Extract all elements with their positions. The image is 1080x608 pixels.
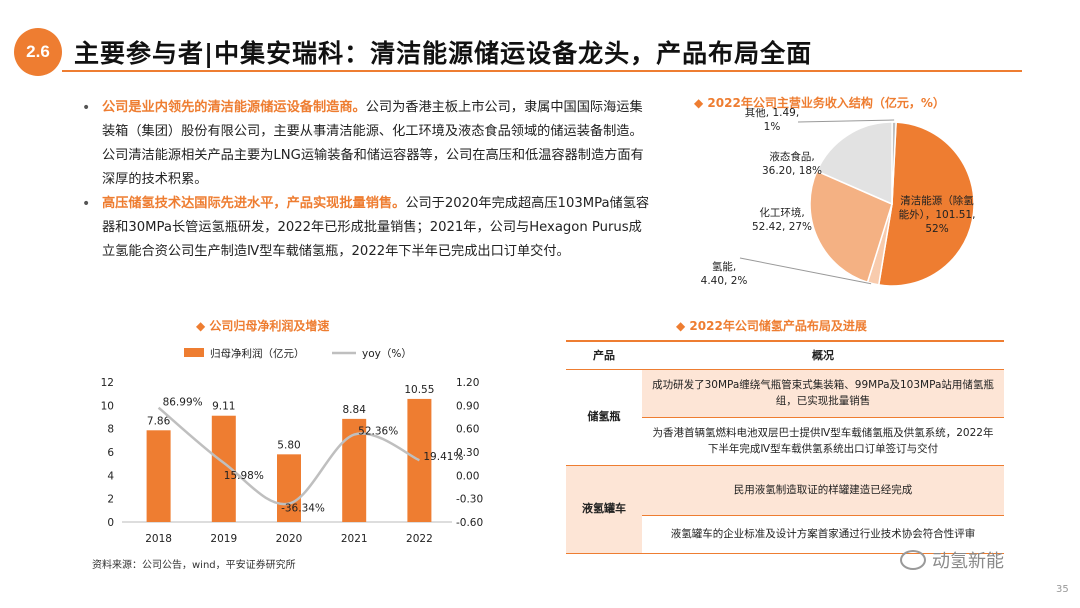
bar-chart-title: ◆ 公司归母净利润及增速 — [196, 317, 329, 334]
legend-label: 归母净利润（亿元） — [210, 347, 305, 360]
x-tick-label: 2018 — [145, 533, 172, 545]
pie-slice — [809, 170, 893, 284]
profit-bar-line-chart: 归母净利润（亿元） yoy（%） 0 2 4 6 8 10 12 -0.60 -0.30 0.00 0.… — [92, 340, 492, 550]
x-tick-label: 2019 — [210, 533, 237, 545]
wechat-logo-icon — [900, 550, 926, 570]
table-row: 液氢罐车 民用液氢制造取证的样罐建造已经完成 — [566, 465, 1004, 554]
bar-data-label: 7.86 — [147, 415, 171, 427]
table-row: 为香港首辆氢燃料电池双层巴士提供Ⅳ型车载储氢瓶及供氢系统，2022年下半年完成Ⅳ… — [566, 417, 1004, 466]
revenue-pie-chart: 清洁能源（除氢 能外），101.51, 52% 氢能, 4.40, 2% 化工环境, 52.… — [700, 106, 1040, 308]
pie-data-label: 氢能, — [712, 260, 736, 273]
bullet-text: 公司为香港主板上市公司，隶属中国国际海运集装箱（集团）股份有限公司，主要从事清洁… — [102, 100, 644, 187]
pie-data-label: 52% — [925, 223, 948, 235]
y-left-tick-label: 6 — [107, 447, 114, 459]
bullet-item: • 公司是业内领先的清洁能源储运设备制造商。公司为香港主板上市公司，隶属中国国际… — [82, 96, 652, 192]
pie-leader-line — [797, 119, 895, 123]
table-header-overview: 概况 — [642, 340, 1004, 370]
legend-label: yoy（%） — [362, 348, 412, 360]
pie-data-label: 4.40, 2% — [701, 275, 748, 287]
bullet-dot-icon: • — [82, 196, 91, 212]
y-left-tick-label: 8 — [107, 424, 114, 436]
source-note: 资料来源：公司公告，wind，平安证券研究所 — [92, 560, 296, 571]
y-right-tick-label: 1.20 — [456, 377, 479, 389]
table-title-text: 2022年公司储氢产品布局及进展 — [689, 319, 867, 333]
table-desc-cell: 为香港首辆氢燃料电池双层巴士提供Ⅳ型车载储氢瓶及供氢系统，2022年下半年完成Ⅳ… — [642, 417, 1004, 466]
bar — [342, 418, 367, 522]
table-desc-cell: 民用液氢制造取证的样罐建造已经完成 — [642, 465, 1004, 516]
bar-chart-svg: 归母净利润（亿元） yoy（%） 0 2 4 6 8 10 12 -0.60 -0.30 0.00 0.… — [101, 347, 484, 545]
bar — [277, 454, 301, 522]
pie-data-label: 液态食品, — [769, 150, 814, 163]
watermark: 动氢新能 — [900, 547, 1004, 573]
line-data-label: 19.41% — [423, 451, 463, 463]
bar — [146, 430, 171, 522]
yoy-line — [157, 406, 420, 506]
page-number: 35 — [1056, 584, 1069, 595]
pie-data-label: 36.20, 18% — [762, 165, 822, 177]
diamond-icon: ◆ — [196, 319, 206, 333]
bar — [407, 398, 432, 522]
x-tick-label: 2021 — [341, 533, 368, 545]
y-right-tick-label: 0.00 — [456, 470, 479, 482]
table-title: ◆ 2022年公司储氢产品布局及进展 — [676, 317, 867, 334]
pie-slice — [891, 121, 897, 205]
bar-data-label: 10.55 — [404, 384, 434, 396]
bullet-dot-icon: • — [82, 100, 91, 116]
table-category-cell: 储氢瓶 — [566, 369, 642, 466]
y-right-tick-label: 0.90 — [456, 400, 479, 412]
pie-leader-line — [739, 257, 872, 285]
pie-data-label: 化工环境, — [759, 206, 804, 219]
y-right-tick-label: 0.60 — [456, 424, 479, 436]
line-data-label: 86.99% — [163, 397, 203, 409]
pie-slice — [815, 121, 893, 206]
pie-data-label: 能外），101.51, — [899, 208, 976, 221]
line-data-label: -36.34% — [281, 503, 325, 515]
title-divider — [62, 70, 1022, 72]
pie-slice — [877, 121, 975, 287]
bullet-text: 公司于2020年完成超高压103MPa储氢容器和30MPa长管运氢瓶研发，202… — [102, 196, 650, 259]
pie-data-label: 其他, 1.49, — [745, 108, 799, 119]
table-desc-cell: 液氢罐车的企业标准及设计方案首家通过行业技术协会符合性评审 — [642, 515, 1004, 554]
table-header-row: 产品 概况 — [566, 340, 1004, 370]
y-left-tick-label: 10 — [101, 400, 114, 412]
hydrogen-product-table: 产品 概况 储氢瓶 成功研发了30MPa缠绕气瓶管束式集装箱、99MPa及103… — [566, 340, 1004, 554]
y-left-tick-label: 4 — [107, 470, 114, 482]
table-category-cell: 液氢罐车 — [566, 465, 642, 554]
x-tick-label: 2022 — [406, 533, 433, 545]
line-data-label: 52.36% — [358, 426, 398, 438]
y-right-tick-label: -0.60 — [456, 517, 483, 529]
watermark-text: 动氢新能 — [932, 551, 1004, 572]
bullet-highlight: 高压储氢技术达国际先进水平，产品实现批量销售。 — [102, 196, 406, 211]
legend-swatch-bar — [184, 348, 204, 357]
y-left-tick-label: 12 — [101, 377, 114, 389]
table-header-product: 产品 — [566, 340, 642, 370]
bullet-list: • 公司是业内领先的清洁能源储运设备制造商。公司为香港主板上市公司，隶属中国国际… — [82, 96, 652, 264]
bar-data-label: 5.80 — [277, 439, 300, 451]
table-desc-cell: 成功研发了30MPa缠绕气瓶管束式集装箱、99MPa及103MPa站用储氢瓶组，… — [642, 369, 1004, 418]
pie-data-label: 52.42, 27% — [752, 221, 812, 233]
pie-data-label: 清洁能源（除氢 — [900, 194, 974, 207]
pie-data-label: 1% — [764, 121, 781, 133]
section-number-badge: 2.6 — [14, 28, 62, 76]
line-data-label: 15.98% — [224, 470, 264, 482]
table-row: 液氢罐车的企业标准及设计方案首家通过行业技术协会符合性评审 — [566, 515, 1004, 554]
x-tick-label: 2020 — [276, 533, 303, 545]
bar-title-text: 公司归母净利润及增速 — [209, 319, 330, 333]
diamond-icon: ◆ — [694, 96, 704, 110]
pie-chart-title: ◆ 2022年公司主营业务收入结构（亿元，%） — [694, 94, 945, 111]
bullet-item: • 高压储氢技术达国际先进水平，产品实现批量销售。公司于2020年完成超高压10… — [82, 192, 652, 264]
pie-title-text: 2022年公司主营业务收入结构（亿元，%） — [707, 96, 945, 110]
bar-data-label: 8.84 — [343, 404, 367, 416]
bar-data-label: 9.11 — [212, 401, 235, 413]
diamond-icon: ◆ — [676, 319, 686, 333]
y-left-tick-label: 0 — [107, 517, 114, 529]
page-title: 主要参与者|中集安瑞科：清洁能源储运设备龙头，产品布局全面 — [74, 39, 813, 68]
y-right-tick-label: -0.30 — [456, 494, 483, 506]
bullet-highlight: 公司是业内领先的清洁能源储运设备制造商。 — [102, 100, 366, 115]
y-left-tick-label: 2 — [107, 494, 114, 506]
table-row: 储氢瓶 成功研发了30MPa缠绕气瓶管束式集装箱、99MPa及103MPa站用储… — [566, 369, 1004, 466]
y-right-tick-label: 0.30 — [456, 447, 479, 459]
